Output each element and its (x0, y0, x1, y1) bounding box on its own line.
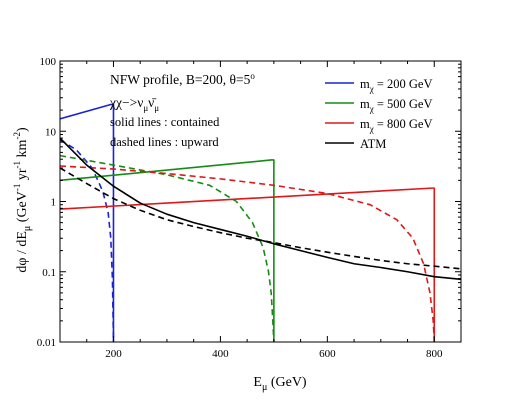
x-tick-label: 800 (426, 348, 443, 360)
x-axis-title-unit: (GeV) (267, 375, 307, 390)
annotation-channel: χχ−>νμν̄μ (109, 95, 159, 113)
x-axis-title-sub: μ (262, 382, 267, 393)
legend-m800-m: m (360, 117, 370, 131)
series-line-m800-solid (60, 187, 436, 342)
x-axis-title: Eμ (GeV) (253, 375, 307, 393)
series-line-atm-dashed (60, 167, 461, 270)
y-axis-title-exp1: -1 (12, 184, 22, 192)
annotation-channel-chi: χχ−>ν (109, 95, 143, 110)
y-axis-title-close: ) (15, 127, 30, 132)
x-tick-label: 600 (319, 348, 336, 360)
plot-area (60, 103, 461, 342)
y-axis-title-exp3: -2 (12, 132, 22, 140)
axes: 200 400 600 800 0.01 0.1 1 10 100 (37, 56, 462, 360)
annotation-profile: NFW profile, B=200, θ=5o (110, 71, 255, 87)
annotation-upward: dashed lines : upward (110, 135, 219, 149)
legend-m800-sub: χ (369, 124, 374, 134)
legend-m800-val: = 800 GeV (374, 117, 433, 131)
legend-label-m500: mχ = 500 GeV (360, 97, 433, 114)
series-line-m800-dashed (60, 165, 436, 342)
legend-label-m200: mχ = 200 GeV (360, 77, 433, 94)
annotation-contained: solid lines : contained (110, 115, 220, 129)
x-axis-title-e: E (253, 375, 262, 390)
y-tick-label: 0.01 (37, 337, 56, 349)
legend-m200-sub: χ (369, 84, 374, 94)
y-axis-title-main: dφ / dE (15, 231, 30, 273)
annotation-block: NFW profile, B=200, θ=5o χχ−>νμν̄μ solid… (109, 71, 255, 149)
x-tick-label: 200 (105, 348, 122, 360)
series-line-m500-solid (60, 159, 275, 342)
y-axis-title-exp2: -1 (12, 161, 22, 169)
y-axis-title-sub: μ (22, 226, 33, 231)
legend-m500-val: = 500 GeV (374, 97, 433, 111)
y-tick-label: 10 (45, 126, 57, 138)
y-tick-label: 1 (51, 197, 57, 209)
y-tick-label: 0.1 (42, 267, 56, 279)
legend-label-m800: mχ = 800 GeV (360, 117, 433, 134)
legend-label-atm: ATM (360, 137, 386, 151)
series-line-m200-solid (60, 103, 115, 342)
x-tick-label: 400 (212, 348, 229, 360)
y-axis-title-yr: yr (15, 168, 30, 184)
legend: mχ = 200 GeV mχ = 500 GeV mχ = 800 GeV A… (325, 77, 433, 151)
annotation-channel-mu1: μ (143, 103, 148, 113)
series-line-m500-dashed (60, 154, 275, 342)
y-tick-label: 100 (40, 56, 57, 68)
legend-m200-val: = 200 GeV (374, 77, 433, 91)
annotation-channel-mu2: μ (154, 103, 159, 113)
y-axis-title-open: (GeV (15, 191, 30, 226)
y-axis-title-km: km (15, 139, 30, 161)
annotation-profile-main: NFW profile, B=200, θ=5 (110, 72, 251, 87)
series-line-m200-dashed (60, 139, 115, 342)
annotation-channel-nubar: ν̄ (148, 95, 157, 110)
legend-m200-m: m (360, 77, 370, 91)
y-axis-title: dφ / dEμ (GeV-1 yr-1 km-2) (12, 127, 33, 273)
legend-m500-sub: χ (369, 104, 374, 114)
legend-m500-m: m (360, 97, 370, 111)
annotation-profile-degree: o (250, 71, 255, 81)
